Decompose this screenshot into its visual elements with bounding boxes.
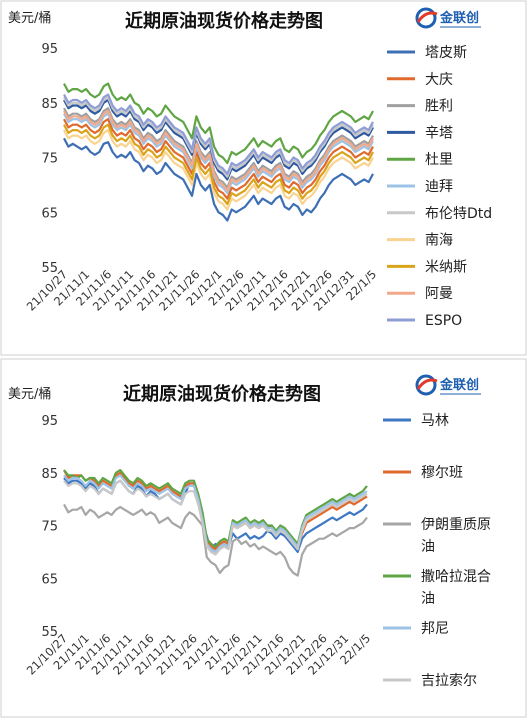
legend-label: 米纳斯 xyxy=(425,259,467,275)
series-line xyxy=(63,123,374,206)
y-tick-label: 95 xyxy=(41,42,58,57)
logo-emblem-icon xyxy=(415,374,437,396)
logo-swoosh-icon xyxy=(416,11,438,23)
logo-text: 金联创 xyxy=(439,10,479,26)
legend-label: 辛塔 xyxy=(425,125,453,141)
series-line xyxy=(63,82,374,165)
legend-label-cont: 油 xyxy=(421,591,435,607)
y-tick-label: 85 xyxy=(41,97,58,112)
legend-label: 布伦特Dtd xyxy=(425,206,492,222)
series-line xyxy=(63,129,374,211)
series-line xyxy=(63,503,368,577)
series-line xyxy=(63,109,374,192)
legend-label: 阿曼 xyxy=(425,286,453,302)
legend-label: 穆尔班 xyxy=(421,465,463,481)
y-tick-label: 55 xyxy=(41,261,58,276)
legend-label: 南海 xyxy=(425,233,453,249)
chart-frame xyxy=(0,358,527,718)
legend-label: 塔皮斯 xyxy=(425,45,467,61)
legend-label: 马林 xyxy=(421,413,449,429)
legend-label-cont: 油 xyxy=(421,539,435,555)
series-line xyxy=(63,96,374,178)
logo-text: 金联创 xyxy=(439,377,479,393)
y-unit-label: 美元/桶 xyxy=(8,387,51,402)
y-tick-label: 75 xyxy=(41,152,58,167)
legend-label: 邦尼 xyxy=(421,621,449,637)
series-line xyxy=(63,112,374,195)
legend-label: 胜利 xyxy=(425,99,453,115)
chart-title: 近期原油现货价格走势图 xyxy=(123,383,321,405)
y-tick-label: 85 xyxy=(41,467,58,482)
series-line xyxy=(63,479,368,556)
series-line xyxy=(63,98,374,181)
chart-title: 近期原油现货价格走势图 xyxy=(125,10,323,32)
logo-swoosh-icon xyxy=(416,378,438,390)
legend-label: 迪拜 xyxy=(425,179,453,195)
series-line xyxy=(63,474,368,553)
legend-label: 杜里 xyxy=(425,152,453,168)
y-tick-label: 55 xyxy=(41,625,58,640)
legend-label: 吉拉索尔 xyxy=(421,672,477,689)
legend-label: 伊朗重质原 xyxy=(421,517,491,533)
brand-logo: 金联创 xyxy=(415,374,481,396)
y-tick-label: 65 xyxy=(41,572,58,587)
y-unit-label: 美元/桶 xyxy=(8,11,51,26)
brand-logo: 金联创 xyxy=(415,7,481,29)
y-tick-label: 95 xyxy=(41,414,58,429)
series-line xyxy=(63,468,368,548)
series-line xyxy=(63,137,374,222)
legend-label: 大庆 xyxy=(425,72,453,88)
series-line xyxy=(63,93,374,175)
series-line xyxy=(63,107,374,189)
y-tick-label: 75 xyxy=(41,520,58,535)
logo-emblem-icon xyxy=(415,7,437,29)
series-line xyxy=(63,118,374,200)
legend-label: ESPO xyxy=(425,313,462,329)
y-tick-label: 65 xyxy=(41,206,58,221)
legend-label: 撒哈拉混合 xyxy=(421,569,491,585)
